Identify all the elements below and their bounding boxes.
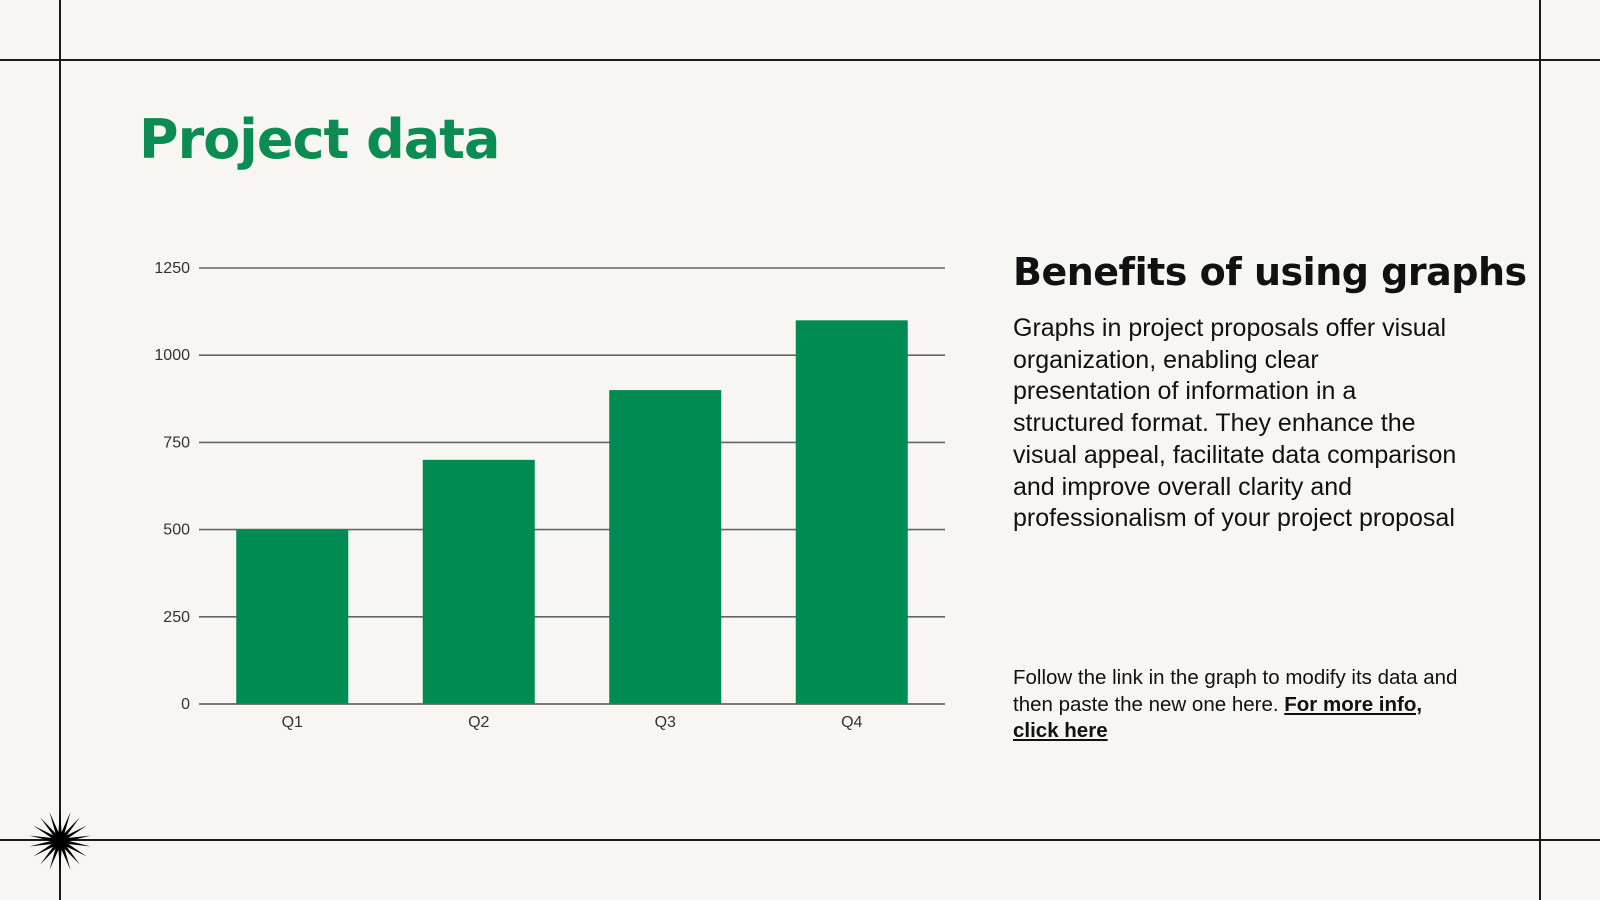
frame-line-left xyxy=(59,0,61,900)
frame-line-bottom xyxy=(0,839,1600,841)
frame-line-top xyxy=(0,59,1600,61)
y-tick-label: 0 xyxy=(181,696,190,713)
y-tick-label: 750 xyxy=(163,434,190,451)
y-tick-label: 500 xyxy=(163,522,190,539)
x-tick-label: Q4 xyxy=(841,714,862,731)
bar-q3[interactable] xyxy=(609,390,722,704)
frame-line-right xyxy=(1539,0,1541,900)
y-tick-label: 1250 xyxy=(154,260,190,277)
side-body: Graphs in project proposals offer visual… xyxy=(1013,314,1457,533)
bar-q1[interactable] xyxy=(236,529,349,704)
bar-chart[interactable]: 0 250 500 750 1000 1250 Q1 Q2 Q3 Q4 xyxy=(0,0,960,740)
side-note: Follow the link in the graph to modify i… xyxy=(1013,665,1463,745)
y-tick-label: 250 xyxy=(163,609,190,626)
more-info-link[interactable]: For more info, click here xyxy=(1013,692,1423,743)
bar-q4[interactable] xyxy=(795,320,908,704)
starburst-shape xyxy=(29,810,91,872)
y-tick-label: 1000 xyxy=(154,347,190,364)
side-heading: Benefits of using graphs xyxy=(1013,250,1527,294)
x-tick-label: Q1 xyxy=(282,714,303,731)
x-tick-label: Q3 xyxy=(655,714,676,731)
page-title: Project data xyxy=(139,108,500,171)
x-tick-label: Q2 xyxy=(468,714,489,731)
bar-q2[interactable] xyxy=(422,459,535,704)
note-text: Follow the link in the graph to modify i… xyxy=(1013,666,1458,716)
starburst-icon xyxy=(29,810,91,872)
